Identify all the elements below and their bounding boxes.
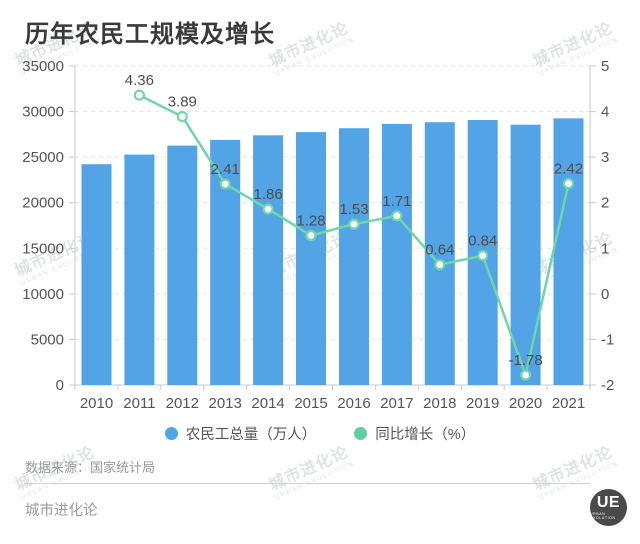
value-label-2018: 0.64 [425, 242, 454, 259]
value-label-2020: -1.78 [508, 352, 542, 369]
bar-2014 [253, 135, 284, 385]
x-axis-year-label: 2018 [423, 395, 456, 412]
value-label-2017: 1.71 [382, 193, 411, 210]
value-label-2014: 1.86 [253, 186, 282, 203]
bar-2011 [124, 154, 155, 385]
legend-item-total: 农民工总量（万人） [164, 423, 317, 444]
value-label-2013: 2.41 [211, 161, 240, 178]
point-2019 [477, 250, 489, 262]
right-axis-label: 5 [601, 58, 609, 75]
value-label-2015: 1.28 [296, 213, 325, 230]
point-2013 [219, 178, 231, 190]
x-axis-year-label: 2011 [123, 395, 155, 412]
point-2020 [519, 369, 532, 381]
brand-name: 城市进化论 [25, 503, 98, 519]
x-axis-year-label: 2021 [552, 395, 585, 412]
point-2016 [348, 218, 360, 230]
bar-2016 [339, 128, 369, 385]
brand-logo: UE URBAN EVOLUTION [590, 489, 627, 526]
right-axis-label: 3 [601, 149, 609, 166]
x-axis-year-label: 2017 [380, 395, 413, 412]
x-axis-year-label: 2015 [294, 395, 327, 412]
x-axis-year-label: 2020 [509, 395, 542, 412]
right-axis-label: 1 [601, 240, 609, 257]
right-axis-label: 0 [601, 286, 609, 303]
x-axis-year-label: 2014 [251, 395, 284, 412]
page-title: 历年农民工规模及增长 [25, 21, 275, 48]
right-axis-label: -1 [601, 331, 614, 348]
bar-2021 [553, 118, 584, 386]
value-label-2021: 2.42 [554, 161, 583, 178]
legend: 农民工总量（万人） 同比增长（%） [0, 423, 640, 444]
left-axis-label: 25000 [22, 149, 64, 166]
x-axis-year-label: 2016 [337, 395, 370, 412]
legend-label-total: 农民工总量（万人） [185, 427, 317, 443]
point-2021 [562, 178, 575, 190]
bar-2020 [510, 124, 541, 385]
legend-item-growth: 同比增长（%） [354, 423, 475, 444]
bar-2010 [81, 164, 112, 385]
brand-logo-subtext: URBAN EVOLUTION [590, 512, 616, 521]
point-2017 [391, 210, 403, 222]
value-label-2011: 4.36 [125, 72, 154, 89]
legend-label-growth: 同比增长（%） [375, 427, 476, 443]
legend-dot-green-icon [354, 427, 368, 440]
x-axis-year-label: 2019 [466, 395, 499, 412]
x-axis-year-label: 2013 [209, 395, 242, 412]
data-source-note: 数据来源：国家统计局 [25, 460, 156, 475]
left-axis-label: 10000 [22, 286, 64, 303]
point-2015 [305, 229, 317, 242]
footer-divider [24, 483, 590, 484]
right-axis-label: 2 [601, 195, 609, 212]
left-axis-label: 35000 [22, 58, 64, 75]
point-2012 [176, 110, 188, 123]
legend-dot-blue-icon [164, 427, 178, 440]
point-2011 [133, 89, 145, 101]
combo-chart: 0 5000 10000 15000 20000 25000 30000 35000 -2 -1 0… [22, 58, 614, 412]
right-axis-label: 4 [601, 104, 609, 121]
brand-logo-text: UE [596, 493, 621, 511]
left-axis-label: 5000 [31, 331, 64, 348]
point-2014 [262, 203, 274, 215]
bar-2012 [167, 145, 198, 385]
right-axis-label: -2 [601, 377, 614, 394]
left-axis-label: 0 [56, 377, 64, 394]
value-label-2016: 1.53 [339, 201, 368, 218]
point-2018 [434, 259, 446, 271]
left-axis-label: 15000 [22, 240, 64, 257]
left-axis-label: 30000 [22, 104, 64, 121]
bar-2015 [296, 132, 326, 385]
x-axis-year-label: 2012 [166, 395, 199, 412]
x-axis-year-label: 2010 [80, 395, 113, 412]
value-label-2019: 0.84 [468, 233, 497, 250]
left-axis-label: 20000 [22, 195, 64, 212]
bar-2017 [381, 123, 412, 386]
value-label-2012: 3.89 [168, 94, 197, 111]
